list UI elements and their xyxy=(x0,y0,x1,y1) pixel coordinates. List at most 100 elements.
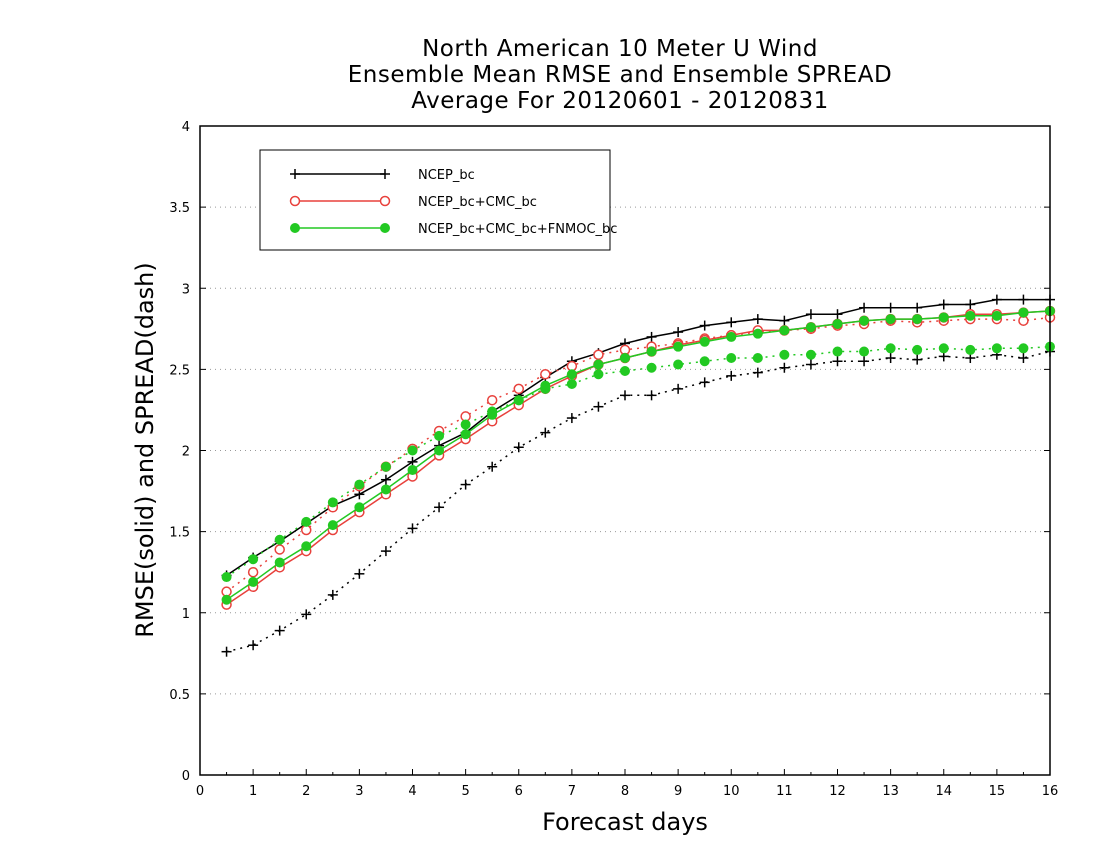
x-tick-label: 11 xyxy=(776,784,793,799)
point-marker-filled-circle xyxy=(859,315,870,326)
point-marker-filled-circle xyxy=(460,429,471,440)
point-marker-filled-circle xyxy=(274,557,285,568)
point-marker-filled-circle xyxy=(965,344,976,355)
x-tick-label: 14 xyxy=(935,784,952,799)
point-marker-filled-circle xyxy=(566,369,577,380)
point-marker-filled-circle xyxy=(885,343,896,354)
point-marker-plus xyxy=(380,169,390,179)
x-tick-label: 7 xyxy=(568,784,576,799)
point-marker-plus xyxy=(1018,294,1029,305)
point-marker-plus xyxy=(832,309,843,320)
point-marker-filled-circle xyxy=(620,365,630,376)
y-tick-label: 3.5 xyxy=(169,201,190,216)
point-marker-filled-circle xyxy=(859,346,870,357)
point-marker-plus xyxy=(248,640,259,651)
point-marker-plus xyxy=(290,169,300,179)
point-marker-plus xyxy=(859,302,870,313)
legend-label: NCEP_bc xyxy=(418,168,475,183)
point-marker-filled-circle xyxy=(540,380,551,391)
point-marker-open-circle xyxy=(379,195,391,207)
chart-title-line-2: Ensemble Mean RMSE and Ensemble SPREAD xyxy=(347,62,893,88)
point-marker-filled-circle xyxy=(566,378,577,389)
point-marker-filled-circle xyxy=(380,461,391,472)
y-tick-label: 2 xyxy=(182,445,190,460)
point-marker-filled-circle xyxy=(726,331,737,342)
series-3-rmse xyxy=(221,305,1055,605)
x-tick-label: 8 xyxy=(621,784,629,799)
series-2-rmse xyxy=(221,305,1056,610)
point-marker-filled-circle xyxy=(779,325,790,336)
point-marker-filled-circle xyxy=(593,369,604,380)
point-marker-filled-circle xyxy=(327,520,338,531)
point-marker-plus xyxy=(487,461,498,472)
y-axis-label: RMSE(solid) and SPREAD(dash) xyxy=(131,262,159,638)
y-tick-label: 1 xyxy=(182,607,190,622)
x-axis-label: Forecast days xyxy=(542,808,708,836)
x-tick-label: 15 xyxy=(989,784,1006,799)
grid-lines xyxy=(200,206,1050,695)
point-marker-filled-circle xyxy=(221,572,232,583)
point-marker-filled-circle xyxy=(380,484,391,495)
point-marker-plus xyxy=(673,327,684,338)
legend: NCEP_bc NCEP_bc+CMC_bc NCEP_bc+CMC_bc+FNMO… xyxy=(259,149,617,251)
point-marker-filled-circle xyxy=(991,343,1002,354)
point-marker-plus xyxy=(912,354,923,365)
point-marker-plus xyxy=(699,377,710,388)
point-marker-open-circle xyxy=(247,566,259,578)
point-marker-plus xyxy=(699,320,710,331)
series-1-rmse xyxy=(221,294,1055,581)
point-marker-plus xyxy=(380,546,391,557)
point-marker-filled-circle xyxy=(805,349,816,360)
x-tick-label: 5 xyxy=(461,784,469,799)
point-marker-filled-circle xyxy=(1018,307,1029,318)
point-marker-plus xyxy=(859,356,870,367)
point-marker-filled-circle xyxy=(301,541,312,552)
point-marker-filled-circle xyxy=(646,362,657,373)
point-marker-filled-circle xyxy=(965,310,976,321)
point-marker-filled-circle xyxy=(832,318,843,329)
point-marker-filled-circle xyxy=(274,534,285,545)
x-tick-label: 13 xyxy=(882,784,899,799)
point-marker-plus xyxy=(274,625,285,636)
legend-label: NCEP_bc+CMC_bc xyxy=(418,195,537,210)
series-3-spread xyxy=(221,341,1055,583)
point-marker-filled-circle xyxy=(752,328,763,339)
legend-label: NCEP_bc+CMC_bc+FNMOC_bc xyxy=(418,222,617,237)
point-marker-filled-circle xyxy=(407,445,418,456)
axis-ticks: 00.511.522.533.540 1 2 3 4 5 6 7 8 9 10 11 12 13 14 15 1… xyxy=(169,120,1058,799)
point-marker-plus xyxy=(726,370,737,381)
point-marker-plus xyxy=(221,646,232,657)
point-marker-plus xyxy=(965,299,976,310)
y-tick-label: 2.5 xyxy=(169,363,190,378)
point-marker-plus xyxy=(885,353,896,364)
point-marker-filled-circle xyxy=(885,314,896,325)
point-marker-open-circle xyxy=(593,349,604,361)
point-marker-filled-circle xyxy=(354,502,365,513)
legend-box xyxy=(259,149,611,251)
y-tick-label: 4 xyxy=(182,120,190,135)
point-marker-plus xyxy=(912,302,923,313)
point-marker-plus xyxy=(646,331,657,342)
point-marker-filled-circle xyxy=(912,314,923,325)
point-marker-plus xyxy=(752,367,763,378)
point-marker-filled-circle xyxy=(673,359,684,370)
point-marker-filled-circle xyxy=(354,479,365,490)
point-marker-plus xyxy=(566,413,577,424)
point-marker-filled-circle xyxy=(380,223,390,233)
point-marker-plus xyxy=(885,302,896,313)
point-marker-plus xyxy=(991,294,1002,305)
point-marker-plus xyxy=(805,359,816,370)
point-marker-filled-circle xyxy=(726,353,737,364)
point-marker-filled-circle xyxy=(991,310,1002,321)
point-marker-plus xyxy=(380,474,391,485)
x-tick-label: 16 xyxy=(1042,784,1059,799)
y-tick-label: 1.5 xyxy=(169,526,190,541)
series-layer xyxy=(221,294,1056,657)
point-marker-filled-circle xyxy=(620,353,630,364)
point-marker-plus xyxy=(779,362,790,373)
point-marker-plus xyxy=(301,609,312,620)
chart-title-line-3: Average For 20120601 - 20120831 xyxy=(411,88,829,114)
point-marker-filled-circle xyxy=(699,356,710,367)
point-marker-filled-circle xyxy=(301,516,312,527)
